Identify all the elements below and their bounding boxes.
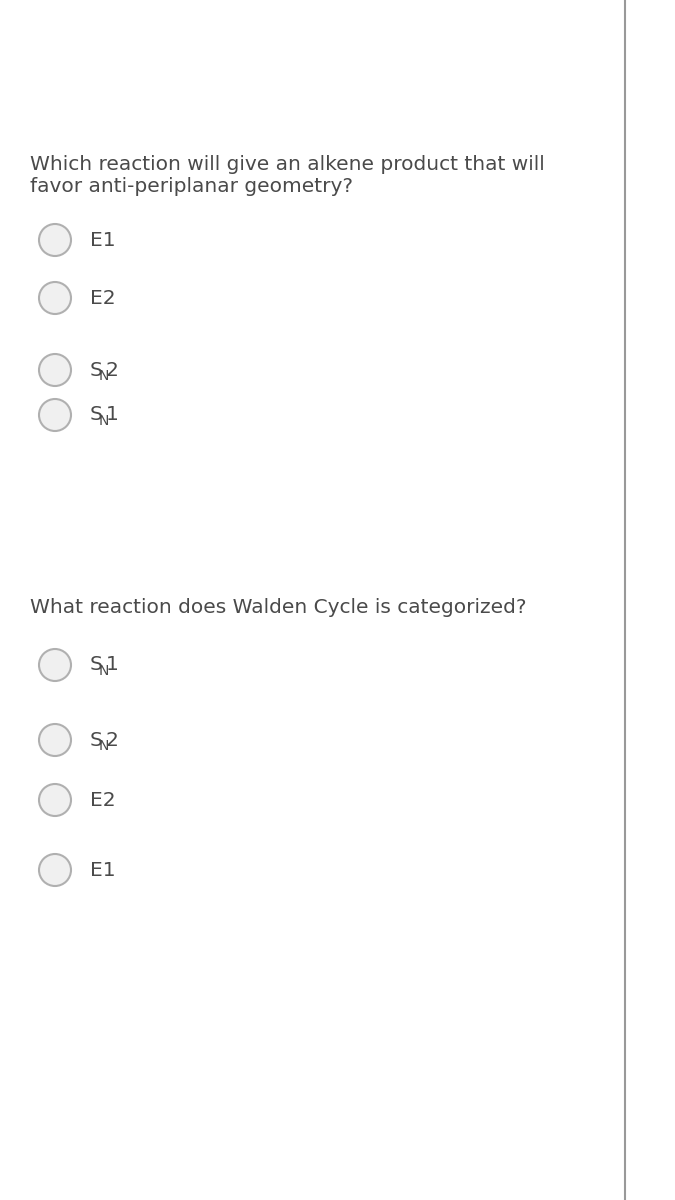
Circle shape: [39, 649, 71, 680]
Text: favor anti-periplanar geometry?: favor anti-periplanar geometry?: [30, 176, 353, 196]
Circle shape: [39, 784, 71, 816]
Text: S: S: [90, 406, 103, 425]
Text: N: N: [99, 414, 109, 427]
Text: E2: E2: [90, 791, 115, 810]
Circle shape: [39, 724, 71, 756]
Circle shape: [39, 854, 71, 886]
Text: 2: 2: [105, 731, 118, 750]
Text: S: S: [90, 360, 103, 379]
Text: E1: E1: [90, 860, 115, 880]
Text: 1: 1: [105, 655, 118, 674]
Circle shape: [39, 282, 71, 314]
Text: S: S: [90, 731, 103, 750]
Text: 2: 2: [105, 360, 118, 379]
Circle shape: [39, 224, 71, 256]
Text: 1: 1: [105, 406, 118, 425]
Text: E2: E2: [90, 288, 115, 307]
Text: What reaction does Walden Cycle is categorized?: What reaction does Walden Cycle is categ…: [30, 598, 526, 617]
Circle shape: [39, 398, 71, 431]
Text: N: N: [99, 738, 109, 752]
Text: Which reaction will give an alkene product that will: Which reaction will give an alkene produ…: [30, 155, 545, 174]
Circle shape: [39, 354, 71, 386]
Text: N: N: [99, 664, 109, 678]
Text: S: S: [90, 655, 103, 674]
Text: N: N: [99, 368, 109, 383]
Text: E1: E1: [90, 230, 115, 250]
